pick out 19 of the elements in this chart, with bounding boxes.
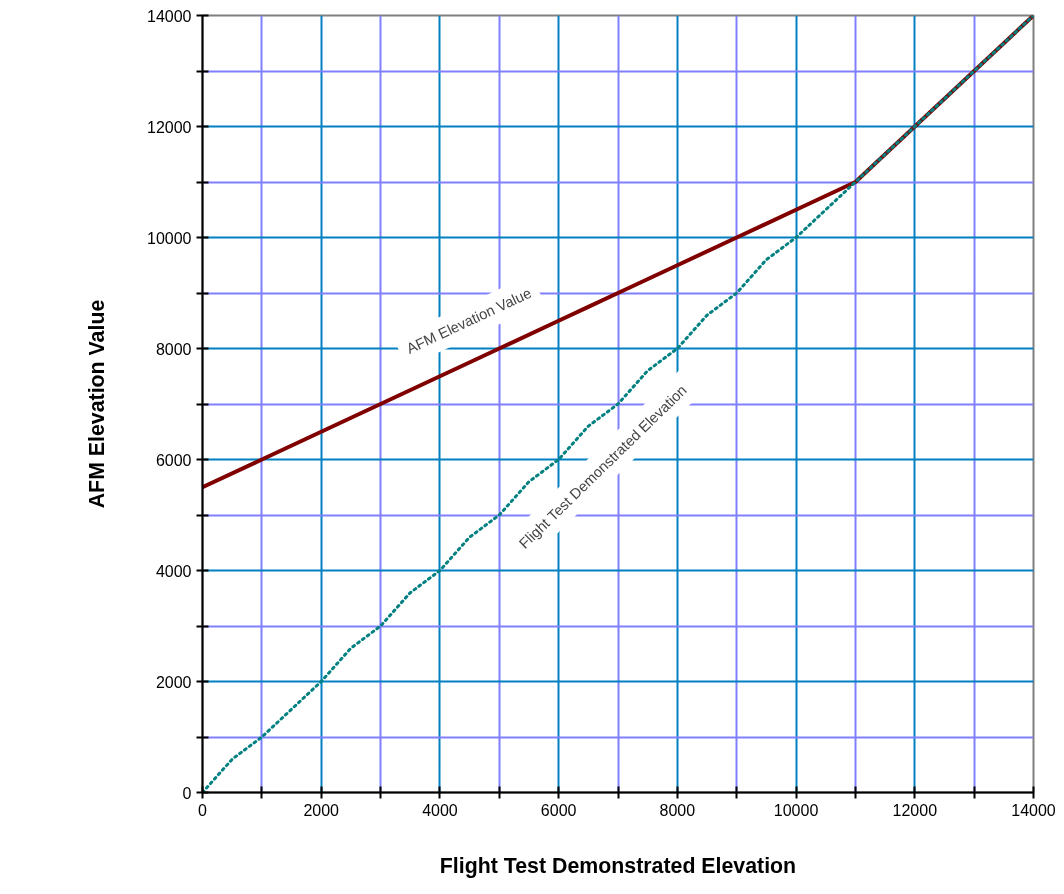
y-tick-label: 4000 xyxy=(155,562,192,580)
x-tick-label: 14000 xyxy=(1011,801,1056,819)
y-tick-label: 10000 xyxy=(147,229,192,247)
x-axis-title: Flight Test Demonstrated Elevation xyxy=(439,853,797,878)
x-tick-label: 12000 xyxy=(892,801,938,819)
x-tick-label: 10000 xyxy=(773,801,819,819)
x-tick-label: 8000 xyxy=(659,801,696,819)
y-tick-label: 14000 xyxy=(147,7,192,25)
x-tick-label: 2000 xyxy=(303,801,340,819)
y-axis-title: AFM Elevation Value xyxy=(85,299,110,509)
x-tick-label: 6000 xyxy=(540,801,577,819)
x-tick-label: 0 xyxy=(198,801,208,819)
x-tick-label: 4000 xyxy=(422,801,458,819)
line-series xyxy=(202,15,1034,793)
y-tick-label: 8000 xyxy=(155,340,192,358)
y-tick-label: 0 xyxy=(182,784,192,802)
y-tick-label: 2000 xyxy=(155,673,192,691)
y-tick-label: 12000 xyxy=(147,118,192,136)
y-tick-label: 6000 xyxy=(155,451,192,469)
